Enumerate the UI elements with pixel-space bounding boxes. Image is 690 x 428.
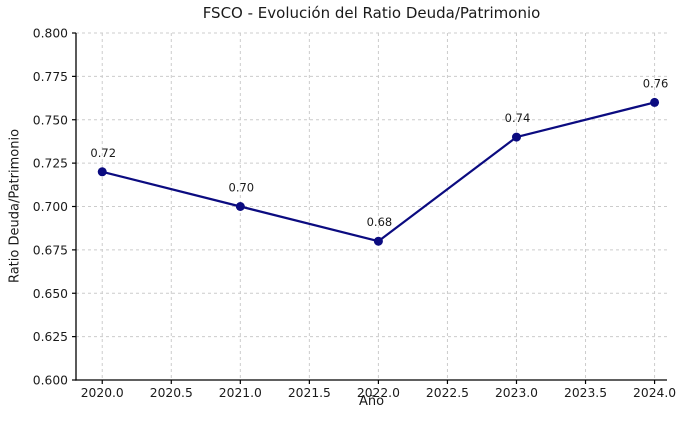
chart-title: FSCO - Evolución del Ratio Deuda/Patrimo… [202, 4, 541, 22]
x-axis-label: Año [358, 394, 385, 409]
x-tick-label: 2021.5 [288, 386, 331, 400]
point-label: 0.70 [229, 181, 255, 195]
y-tick-label: 0.625 [33, 330, 68, 344]
point-label: 0.68 [367, 215, 393, 229]
x-tick-label: 2024.0 [633, 386, 676, 400]
y-tick-label: 0.600 [33, 374, 68, 388]
x-tick-label: 2022.0 [357, 386, 400, 400]
x-tick-label: 2023.0 [495, 386, 538, 400]
y-tick-label: 0.750 [33, 113, 68, 127]
x-tick-label: 2020.0 [81, 386, 124, 400]
y-tick-label: 0.650 [33, 287, 68, 301]
y-tick-label: 0.775 [33, 70, 68, 84]
y-tick-label: 0.700 [33, 200, 68, 214]
x-tick-label: 2020.5 [150, 386, 193, 400]
point-label: 0.76 [643, 76, 669, 90]
data-point [373, 236, 383, 246]
y-tick-label: 0.800 [33, 27, 68, 41]
data-point [650, 97, 660, 107]
data-point [235, 202, 245, 211]
data-point [511, 132, 521, 142]
y-tick-label: 0.675 [33, 243, 68, 257]
y-axis-label: Ratio Deuda/Patrimonio [7, 128, 23, 284]
point-label: 0.72 [90, 146, 116, 160]
point-label: 0.74 [505, 111, 531, 125]
x-tick-label: 2022.5 [426, 386, 469, 400]
data-point [97, 167, 107, 177]
y-tick-label: 0.725 [33, 157, 68, 171]
x-tick-label: 2023.5 [564, 386, 607, 400]
x-tick-label: 2021.0 [219, 386, 262, 400]
